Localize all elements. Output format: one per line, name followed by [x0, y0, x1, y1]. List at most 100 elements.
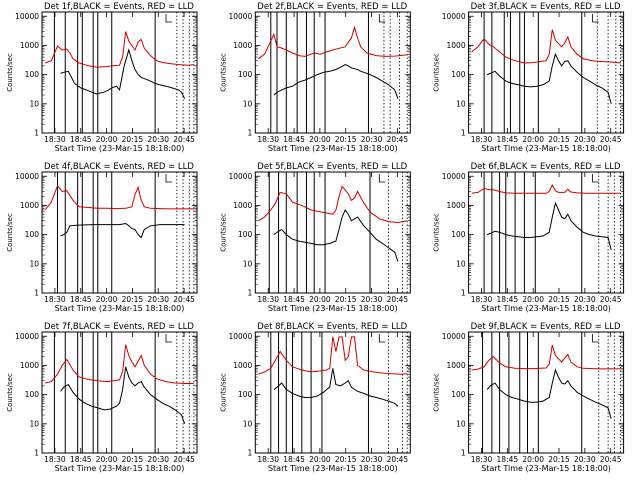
x-tick-label: 20:00	[522, 455, 544, 464]
y-tick-label: 100	[451, 70, 466, 79]
x-tick-label: 20:30	[361, 295, 383, 304]
x-tick-label: 20:45	[387, 455, 409, 464]
panel-title: Det 7f,BLACK = Events, RED = LLD	[44, 322, 194, 332]
y-tick-label: 10000	[228, 332, 252, 341]
x-tick-label: 20:15	[548, 295, 570, 304]
series-line-lld	[44, 184, 194, 211]
y-tick-label: 1	[34, 449, 39, 458]
x-tick-label: 18:30	[44, 295, 66, 304]
x-tick-label: 18:45	[70, 135, 92, 144]
series-line-events	[60, 48, 186, 99]
y-tick-label: 10000	[15, 332, 39, 341]
y-tick-label: 100	[451, 390, 466, 399]
panel-9: Det 9f,BLACK = Events, RED = LLD 1 10 100 10…	[433, 322, 625, 473]
y-axis-label: Counts/sec	[219, 373, 227, 412]
y-tick-label: 100	[238, 70, 253, 79]
series-line-lld	[471, 344, 621, 371]
x-tick-label: 18:30	[257, 455, 279, 464]
panel-title: Det 2f,BLACK = Events, RED = LLD	[257, 2, 407, 12]
panel-6: Det 6f,BLACK = Events, RED = LLD 1 10 100 10…	[433, 162, 625, 313]
panel-7: Det 7f,BLACK = Events, RED = LLD 1 10 100 10…	[6, 322, 198, 473]
x-axis-label: Start Time (23-Mar-15 18:18:00)	[55, 464, 185, 473]
x-tick-label: 20:15	[122, 295, 144, 304]
y-axis-label: Counts/sec	[219, 53, 227, 92]
y-tick-label: 1000	[447, 201, 466, 210]
x-tick-label: 18:30	[257, 135, 279, 144]
x-tick-label: 20:30	[147, 455, 169, 464]
x-tick-label: 20:15	[122, 455, 144, 464]
y-tick-label: 1000	[447, 41, 466, 50]
x-tick-label: 18:30	[44, 135, 66, 144]
x-tick-label: 18:30	[44, 455, 66, 464]
x-tick-label: 18:30	[471, 295, 493, 304]
series-line-events	[273, 209, 399, 262]
x-tick-label: 18:45	[70, 295, 92, 304]
panel-title: Det 4f,BLACK = Events, RED = LLD	[44, 162, 194, 172]
y-axis-label: Counts/sec	[6, 213, 14, 252]
panel-8: Det 8f,BLACK = Events, RED = LLD 1 10 100 10…	[219, 322, 411, 473]
y-tick-label: 10000	[15, 12, 39, 21]
panel-1: Det 1f,BLACK = Events, RED = LLD 1 10 100 10…	[6, 2, 198, 153]
x-tick-label: 20:30	[574, 455, 596, 464]
bracket-marker	[378, 14, 386, 23]
y-tick-label: 100	[25, 390, 40, 399]
y-tick-label: 1000	[233, 361, 252, 370]
x-axis-label: Start Time (23-Mar-15 18:18:00)	[55, 304, 185, 313]
x-tick-label: 20:00	[522, 135, 544, 144]
x-tick-label: 20:00	[309, 295, 331, 304]
y-tick-label: 1000	[233, 41, 252, 50]
series-line-events	[60, 222, 185, 239]
plot-frame	[254, 331, 411, 454]
series-line-lld	[44, 344, 194, 384]
plot-frame	[254, 11, 411, 134]
panel-title: Det 5f,BLACK = Events, RED = LLD	[257, 162, 407, 172]
x-tick-label: 18:45	[283, 135, 305, 144]
plot-frame	[41, 171, 198, 294]
y-tick-label: 1	[461, 129, 466, 138]
y-axis-label: Counts/sec	[219, 213, 227, 252]
y-tick-label: 10000	[442, 12, 466, 21]
panel-5: Det 5f,BLACK = Events, RED = LLD 1 10 100 10…	[219, 162, 411, 313]
y-tick-label: 1000	[20, 201, 39, 210]
y-tick-label: 1	[461, 449, 466, 458]
x-tick-label: 18:45	[497, 455, 519, 464]
y-tick-label: 1000	[20, 361, 39, 370]
plot-frame	[468, 11, 625, 134]
y-tick-label: 10000	[228, 12, 252, 21]
x-tick-label: 20:00	[309, 455, 331, 464]
x-axis-label: Start Time (23-Mar-15 18:18:00)	[481, 304, 611, 313]
bracket-marker	[378, 174, 386, 183]
panel-2: Det 2f,BLACK = Events, RED = LLD 1 10 100 10…	[219, 2, 411, 153]
x-tick-label: 20:30	[361, 135, 383, 144]
x-tick-label: 20:45	[600, 295, 622, 304]
x-tick-label: 20:00	[96, 135, 118, 144]
y-tick-label: 10	[29, 259, 39, 268]
x-tick-label: 18:45	[283, 295, 305, 304]
y-tick-label: 10	[243, 419, 253, 428]
x-tick-label: 18:30	[471, 135, 493, 144]
y-tick-label: 1	[34, 129, 39, 138]
y-tick-label: 100	[451, 230, 466, 239]
x-axis-label: Start Time (23-Mar-15 18:18:00)	[55, 144, 185, 153]
x-tick-label: 20:15	[335, 295, 357, 304]
bracket-marker	[592, 14, 599, 23]
series-line-events	[60, 366, 186, 424]
panel-title: Det 3f,BLACK = Events, RED = LLD	[471, 2, 621, 12]
bracket-marker	[378, 334, 386, 343]
plot-frame	[41, 331, 198, 454]
y-tick-label: 10	[456, 419, 466, 428]
panel-4: Det 4f,BLACK = Events, RED = LLD 1 10 100 10…	[6, 162, 198, 313]
y-axis-label: Counts/sec	[433, 373, 441, 412]
x-tick-label: 20:00	[96, 455, 118, 464]
bracket-marker	[592, 334, 599, 343]
y-tick-label: 10000	[442, 172, 466, 181]
panel-title: Det 6f,BLACK = Events, RED = LLD	[471, 162, 621, 172]
y-tick-label: 1	[34, 289, 39, 298]
y-tick-label: 100	[238, 390, 253, 399]
panel-title: Det 8f,BLACK = Events, RED = LLD	[257, 322, 407, 332]
x-tick-label: 18:45	[497, 135, 519, 144]
y-axis-label: Counts/sec	[6, 373, 14, 412]
x-axis-label: Start Time (23-Mar-15 18:18:00)	[268, 144, 398, 153]
y-tick-label: 10	[456, 259, 466, 268]
